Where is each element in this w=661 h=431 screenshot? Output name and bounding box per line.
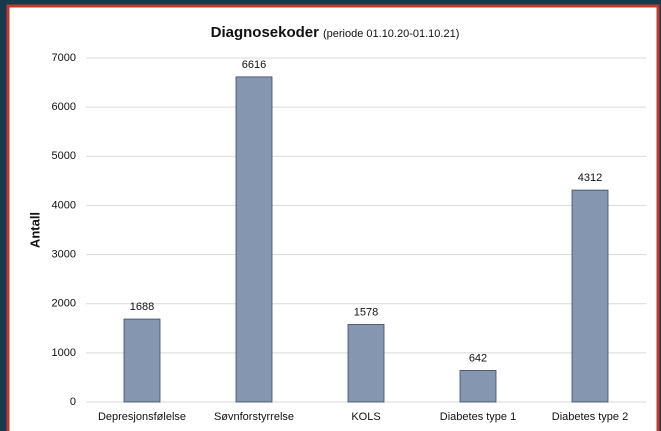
data-label: 6616 bbox=[242, 59, 266, 71]
y-tick-label: 3000 bbox=[52, 248, 76, 260]
bar bbox=[459, 370, 497, 403]
bar bbox=[235, 76, 273, 403]
x-tick-label: Søvnforstyrrelse bbox=[214, 411, 294, 423]
y-tick-label: 6000 bbox=[52, 101, 76, 113]
data-label: 642 bbox=[469, 352, 487, 364]
y-tick-label: 7000 bbox=[52, 52, 76, 64]
data-label: 1578 bbox=[354, 306, 378, 318]
y-tick-label: 2000 bbox=[52, 298, 76, 310]
x-tick-label: KOLS bbox=[351, 411, 380, 423]
y-tick-label: 1000 bbox=[52, 347, 76, 359]
chart-background bbox=[6, 4, 660, 431]
y-tick-label: 4000 bbox=[52, 199, 76, 211]
y-tick-label: 5000 bbox=[52, 150, 76, 162]
bar bbox=[347, 324, 385, 403]
x-tick-label: Diabetes type 1 bbox=[440, 411, 516, 423]
y-axis-label: Antall bbox=[27, 212, 42, 248]
bar bbox=[123, 318, 161, 403]
x-tick-label: Diabetes type 2 bbox=[552, 411, 628, 423]
chart-title: Diagnosekoder bbox=[211, 24, 320, 41]
data-label: 1688 bbox=[130, 301, 154, 313]
y-tick-label: 0 bbox=[70, 396, 76, 408]
data-label: 4312 bbox=[578, 172, 602, 184]
chart-subtitle: (periode 01.10.20-01.10.21) bbox=[323, 28, 459, 40]
x-tick-label: Depresjonsfølelse bbox=[98, 411, 186, 423]
bar bbox=[571, 189, 609, 403]
